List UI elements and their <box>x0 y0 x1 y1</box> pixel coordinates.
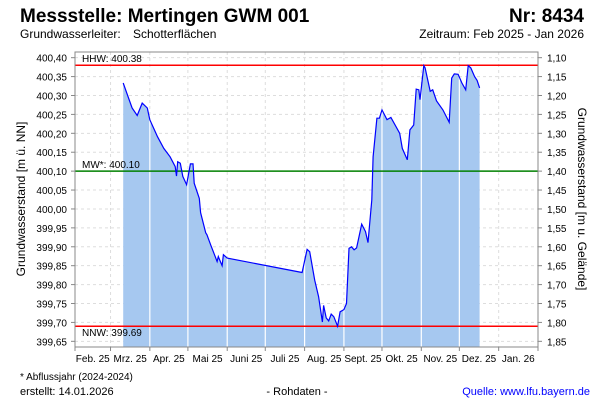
y-tick-label: 399,75 <box>36 300 67 311</box>
y-tick-label-right: 1,20 <box>547 91 567 102</box>
aquifer-label: Grundwasserleiter: <box>20 27 121 41</box>
y-tick-label-right: 1,45 <box>547 186 567 197</box>
y-tick-label-right: 1,10 <box>547 54 567 65</box>
y-tick-label: 399,95 <box>36 224 67 235</box>
y-tick-label: 399,70 <box>36 318 67 329</box>
y-tick-label: 400,35 <box>36 73 67 84</box>
x-tick-label: Juni 25 <box>230 354 263 365</box>
y-tick-label: 400,05 <box>36 186 67 197</box>
x-tick-label: Apr. 25 <box>153 354 185 365</box>
y-tick-label: 400,15 <box>36 148 67 159</box>
x-tick-label: Juli 25 <box>270 354 299 365</box>
x-tick-label: Mai 25 <box>193 354 223 365</box>
y-tick-label: 399,90 <box>36 243 67 254</box>
y-tick-label-right: 1,50 <box>547 205 567 216</box>
y-tick-label-right: 1,25 <box>547 110 567 121</box>
y-tick-label: 400,30 <box>36 91 67 102</box>
axes: 400,40 1,10 400,35 1,15 400,30 1,20 400,25 1,25… <box>36 54 566 365</box>
plot-frame <box>74 51 539 348</box>
y-tick-label: 400,00 <box>36 205 67 216</box>
x-tick-label: Feb. 25 <box>76 354 110 365</box>
station-number: Nr: 8434 <box>509 6 584 27</box>
y-tick-label: 399,85 <box>36 262 67 273</box>
y-tick-label: 400,40 <box>36 54 67 65</box>
x-tick-label: Okt. 25 <box>386 354 419 365</box>
y-tick-label: 400,25 <box>36 110 67 121</box>
x-tick-label: Jan. 26 <box>502 354 535 365</box>
threshold-lines: HHW: 400.38 MW*: 400.10 NNW: 399.69 <box>75 54 538 339</box>
y-tick-label: 400,20 <box>36 129 67 140</box>
x-tick-label: Sept. 25 <box>344 354 382 365</box>
y-tick-label-right: 1,85 <box>547 337 567 348</box>
y-axis-label-right: Grundwasserstand [m u. Gelände] <box>575 108 589 291</box>
y-axis-label-left: Grundwasserstand [m ü. NN] <box>14 122 28 277</box>
y-tick-label-right: 1,55 <box>547 224 567 235</box>
threshold-label: HHW: 400.38 <box>82 54 142 65</box>
y-tick-label-right: 1,80 <box>547 318 567 329</box>
y-tick-label-right: 1,30 <box>547 129 567 140</box>
y-tick-label-right: 1,15 <box>547 73 567 84</box>
data-area-fill <box>123 65 480 347</box>
footnote: * Abflussjahr (2024-2024) <box>20 372 133 383</box>
created-date: erstellt: 14.01.2026 <box>20 386 114 398</box>
y-tick-label: 399,65 <box>36 337 67 348</box>
y-tick-label-right: 1,65 <box>547 262 567 273</box>
y-tick-label-right: 1,75 <box>547 300 567 311</box>
threshold-label: NNW: 399.69 <box>82 328 142 339</box>
y-tick-label: 399,80 <box>36 281 67 292</box>
y-tick-label-right: 1,60 <box>547 243 567 254</box>
x-tick-label: Aug. 25 <box>307 354 342 365</box>
y-tick-label-right: 1,40 <box>547 167 567 178</box>
raw-data-label: - Rohdaten - <box>266 386 327 398</box>
source-link[interactable]: Quelle: www.lfu.bayern.de <box>462 386 590 398</box>
x-tick-label: Dez. 25 <box>462 354 497 365</box>
y-tick-label-right: 1,35 <box>547 148 567 159</box>
period-label: Zeitraum: Feb 2025 - Jan 2026 <box>419 27 584 41</box>
data-line <box>122 63 481 329</box>
y-tick-label: 400,10 <box>36 167 67 178</box>
page-title: Messstelle: Mertingen GWM 001 <box>20 6 310 27</box>
y-tick-label-right: 1,70 <box>547 281 567 292</box>
threshold-label: MW*: 400.10 <box>82 160 140 171</box>
x-tick-label: Mrz. 25 <box>114 354 148 365</box>
x-tick-label: Nov. 25 <box>423 354 457 365</box>
aquifer-value: Schotterflächen <box>133 27 216 41</box>
